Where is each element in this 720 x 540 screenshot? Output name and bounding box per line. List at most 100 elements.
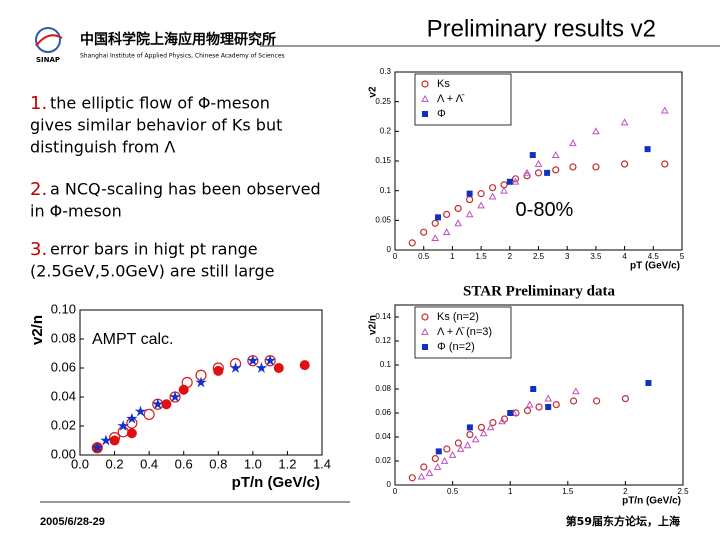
logo-swoosh	[35, 34, 63, 47]
x-tick-label: 2	[623, 487, 628, 496]
point	[534, 159, 543, 167]
point	[544, 394, 553, 402]
logo-text: SINAP	[36, 56, 60, 64]
point	[143, 408, 155, 420]
point	[466, 190, 473, 197]
bullet-text: distinguish from Λ	[30, 138, 175, 157]
x-tick-label: 2	[508, 252, 513, 261]
point	[534, 169, 543, 177]
x-tick-label: 2.5	[533, 252, 545, 261]
point	[523, 168, 531, 176]
x-axis-title: pT (GeV/c)	[630, 261, 680, 272]
point	[544, 169, 551, 176]
point	[299, 360, 310, 371]
point	[117, 420, 129, 431]
x-tick-label: 5	[680, 252, 685, 261]
y-tick-label: 0.2	[380, 126, 392, 135]
bullet-text: (2.5GeV,5.0GeV) are still large	[30, 262, 274, 281]
y-axis-title: v2/n	[29, 315, 46, 345]
point	[551, 151, 560, 158]
point	[511, 177, 520, 185]
legend-label: Ks	[437, 78, 450, 90]
x-tick-label: 0.8	[209, 456, 227, 471]
point	[433, 462, 442, 470]
point	[477, 201, 485, 209]
x-tick-label: 0.0	[71, 456, 89, 471]
x-tick-label: 1.2	[278, 456, 296, 471]
y-tick-label: 0.1	[380, 186, 392, 195]
x-tick-label: 1	[508, 487, 513, 496]
point	[109, 435, 120, 446]
point	[592, 163, 600, 171]
series	[431, 106, 669, 242]
point	[620, 160, 629, 168]
point	[507, 410, 514, 416]
x-tick-label: 0.6	[175, 456, 193, 471]
legend-label: Φ (n=2)	[437, 341, 475, 353]
point	[506, 178, 513, 185]
y-axis-title: v2/n	[368, 315, 379, 335]
point	[552, 166, 560, 174]
point	[91, 441, 103, 453]
plot-frame	[79, 309, 323, 456]
legend-label: Λ + Λ̄ (n=3)	[437, 326, 492, 338]
point	[264, 354, 276, 366]
x-tick-label: 3	[565, 252, 570, 261]
point	[552, 401, 560, 409]
y-tick-label: 0.04	[375, 432, 391, 441]
point	[569, 163, 577, 171]
y-tick-label: 0	[387, 480, 392, 489]
y-tick-label: 0.00	[51, 446, 76, 461]
point	[431, 455, 439, 463]
chart-title: STAR Preliminary data	[463, 283, 615, 299]
series	[91, 354, 276, 453]
y-tick-label: 0.08	[375, 384, 391, 393]
point	[535, 403, 543, 411]
footer-date: 2005/6/28-29	[40, 516, 105, 528]
point	[525, 400, 534, 408]
point	[100, 434, 112, 446]
x-tick-label: 1.4	[313, 456, 331, 471]
annotation: 0-80%	[516, 199, 574, 221]
point	[435, 448, 442, 455]
y-tick-label: 0.3	[380, 67, 392, 76]
point	[486, 423, 495, 431]
x-tick-label: 1.0	[244, 456, 262, 471]
point	[644, 146, 651, 153]
x-tick-label: 0.2	[106, 456, 124, 471]
series	[408, 395, 630, 482]
series	[417, 387, 580, 480]
x-tick-label: 4.5	[648, 252, 660, 261]
point	[620, 118, 629, 126]
y-tick-label: 0.10	[51, 301, 76, 316]
point	[477, 190, 485, 198]
point	[408, 474, 416, 482]
point	[273, 363, 284, 373]
logo-ring	[35, 27, 61, 53]
y-tick-label: 0.14	[375, 312, 391, 321]
point	[471, 435, 480, 443]
point	[408, 239, 416, 247]
point	[645, 380, 652, 386]
legend-marker	[421, 313, 429, 321]
point	[477, 423, 485, 431]
slide-title: Preliminary results v2	[427, 15, 656, 42]
annotation: AMPT calc.	[92, 331, 174, 348]
point	[660, 106, 669, 114]
point	[126, 428, 137, 439]
point	[466, 431, 474, 439]
legend-marker	[421, 80, 429, 88]
point	[456, 444, 465, 452]
x-tick-label: 1.5	[476, 252, 488, 261]
legend-marker	[421, 94, 429, 102]
x-tick-label: 0.5	[447, 487, 459, 496]
point	[498, 417, 506, 425]
point	[442, 228, 451, 236]
chart: 0 0.5 1 1.5 2 2.5 0 0.02 0.04 0.06 0.08 0.1 0.12 0.14…	[368, 283, 689, 506]
point	[454, 219, 462, 227]
point	[661, 160, 669, 168]
point	[161, 399, 172, 410]
y-tick-label: 0.25	[375, 97, 391, 106]
y-tick-label: 0.08	[51, 330, 76, 345]
